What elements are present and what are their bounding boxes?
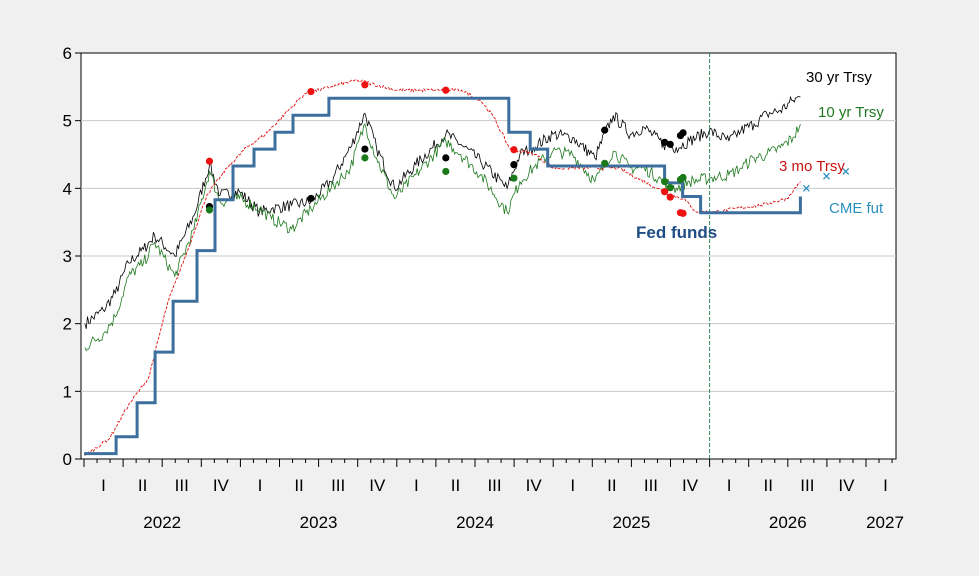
series-t10	[84, 123, 801, 352]
dot-t10	[510, 174, 518, 182]
x-axis-ticks: I II III IV I II III IV I II III IV I II III IV I II III IV…	[83, 459, 904, 532]
label-t3m: 3 mo Trsy	[779, 158, 845, 175]
x-quarter-label: IV	[838, 476, 855, 495]
x-quarter-label: IV	[213, 476, 230, 495]
x-quarter-label: I	[414, 476, 419, 495]
dot-t10	[205, 206, 214, 214]
x-quarter-label: IV	[369, 476, 386, 495]
dot-t3m	[361, 81, 369, 89]
x-year-label: 2024	[456, 513, 494, 532]
label-t10: 10 yr Trsy	[818, 104, 884, 121]
dot-t3m	[666, 193, 674, 201]
x-quarter-label: II	[451, 476, 460, 495]
dot-t3m	[661, 188, 669, 196]
series-t30	[84, 95, 801, 329]
x-year-label: 2023	[300, 513, 338, 532]
y-tick-label: 1	[63, 382, 72, 401]
x-quarter-label: II	[607, 476, 616, 495]
label-fedfunds: Fed funds	[636, 223, 717, 242]
x-year-label: 2027	[866, 513, 904, 532]
x-quarter-label: III	[331, 476, 345, 495]
dot-t3m	[679, 209, 687, 217]
series-labels: 30 yr Trsy 10 yr Trsy 3 mo Trsy CME fut …	[636, 69, 884, 242]
dot-t3m	[205, 157, 214, 165]
dot-t3m	[442, 86, 450, 94]
y-tick-label: 5	[63, 112, 72, 131]
dot-t10	[601, 159, 609, 167]
y-axis-ticks: 0 1 2 3 4 5 6	[63, 44, 81, 469]
dot-t30	[601, 126, 609, 134]
x-quarter-label: III	[800, 476, 814, 495]
dot-t3m	[510, 146, 518, 154]
x-quarter-label: III	[644, 476, 658, 495]
marker-dots	[205, 81, 687, 217]
label-cme: CME fut	[829, 200, 884, 217]
dot-t3m	[307, 87, 315, 96]
x-quarter-label: I	[883, 476, 888, 495]
x-year-label: 2022	[143, 513, 181, 532]
dot-t30	[442, 154, 450, 162]
x-quarter-label: II	[294, 476, 303, 495]
dot-t30	[666, 140, 674, 148]
dot-t10	[666, 184, 674, 192]
y-tick-label: 3	[63, 247, 72, 266]
cme-marker	[802, 184, 810, 192]
x-quarter-label: I	[727, 476, 732, 495]
dot-t10	[661, 177, 669, 186]
grid-lines	[81, 120, 896, 392]
x-quarter-label: III	[487, 476, 501, 495]
x-quarter-label: II	[138, 476, 147, 495]
y-tick-label: 2	[63, 315, 72, 334]
series-t3m	[84, 78, 801, 456]
dot-t30	[661, 138, 669, 146]
x-quarter-label: I	[570, 476, 575, 495]
dot-t30	[679, 129, 687, 137]
cme-marker	[842, 167, 850, 175]
dot-t10	[679, 173, 687, 182]
label-t30: 30 yr Trsy	[806, 69, 872, 86]
x-quarter-label: I	[101, 476, 106, 495]
y-tick-label: 0	[63, 450, 72, 469]
x-quarter-label: I	[258, 476, 263, 495]
y-tick-label: 4	[63, 179, 72, 198]
dot-t10	[442, 167, 450, 176]
x-quarter-label: IV	[682, 476, 699, 495]
dot-t30	[361, 145, 369, 153]
x-year-label: 2025	[612, 513, 650, 532]
y-tick-label: 6	[63, 44, 72, 63]
cme-marker	[823, 172, 830, 180]
x-quarter-label: II	[764, 476, 773, 495]
x-quarter-label: III	[175, 476, 189, 495]
x-quarter-label: IV	[526, 476, 543, 495]
x-year-label: 2026	[769, 513, 807, 532]
dot-t10	[361, 154, 369, 162]
dot-t30	[307, 194, 315, 203]
dot-t30	[510, 161, 518, 169]
